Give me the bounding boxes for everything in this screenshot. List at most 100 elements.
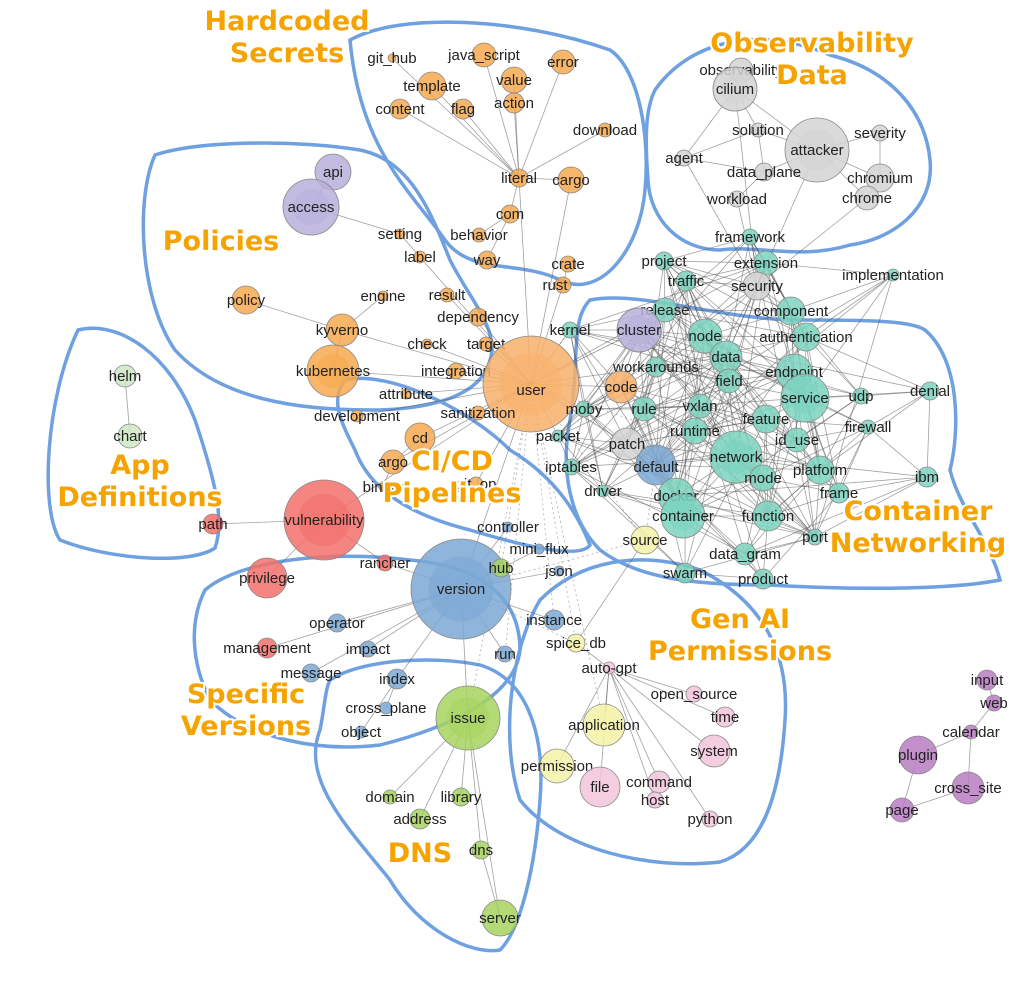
- node-implementation[interactable]: implementation: [842, 267, 944, 284]
- node-denial[interactable]: denial: [910, 381, 950, 401]
- node-template[interactable]: template: [403, 71, 461, 101]
- node-access[interactable]: access: [282, 178, 340, 236]
- node-chrome[interactable]: chrome: [842, 185, 892, 211]
- node-application[interactable]: application: [568, 703, 640, 747]
- node-action[interactable]: action: [494, 92, 534, 114]
- node-open-source[interactable]: open_source: [651, 685, 738, 703]
- node-command[interactable]: command: [626, 770, 692, 794]
- node-code[interactable]: code: [604, 370, 638, 404]
- node-result[interactable]: result: [429, 287, 467, 304]
- node-ibm[interactable]: ibm: [915, 466, 939, 488]
- node-target[interactable]: target: [467, 336, 506, 353]
- node-framework[interactable]: framework: [715, 228, 786, 246]
- node-swarm[interactable]: swarm: [663, 562, 707, 584]
- node-platform[interactable]: platform: [793, 455, 847, 485]
- node-way[interactable]: way: [473, 250, 501, 270]
- node-moby[interactable]: moby: [566, 400, 603, 418]
- node-container[interactable]: container: [652, 493, 714, 539]
- node-check[interactable]: check: [407, 336, 447, 353]
- node-com[interactable]: com: [496, 204, 524, 224]
- node-authentication[interactable]: authentication: [759, 322, 853, 352]
- node-python[interactable]: python: [687, 810, 733, 828]
- node-firewall[interactable]: firewall: [845, 419, 892, 436]
- node-calendar[interactable]: calendar: [942, 724, 1000, 741]
- node-rancher[interactable]: rancher: [360, 554, 411, 572]
- node-iptables[interactable]: iptables: [545, 458, 597, 476]
- node-cargo[interactable]: cargo: [552, 166, 590, 194]
- node-plugin[interactable]: plugin: [898, 735, 938, 775]
- node-literal[interactable]: literal: [501, 168, 537, 188]
- node-feature[interactable]: feature: [743, 404, 790, 434]
- node-field[interactable]: field: [715, 368, 743, 394]
- node-patch[interactable]: patch: [609, 427, 646, 461]
- node-git-op[interactable]: git_op: [456, 476, 497, 493]
- node-chromium[interactable]: chromium: [847, 163, 913, 193]
- node-engine[interactable]: engine: [360, 288, 405, 305]
- node-run[interactable]: run: [494, 645, 516, 663]
- node-api[interactable]: api: [314, 153, 352, 191]
- node-java-script[interactable]: java_script: [447, 42, 521, 68]
- node-attribute[interactable]: attribute: [379, 386, 433, 403]
- node-download[interactable]: download: [573, 122, 637, 139]
- node-index[interactable]: index: [379, 668, 415, 690]
- node-auto-gpt[interactable]: auto-gpt: [581, 660, 637, 677]
- node-source[interactable]: source: [622, 525, 668, 555]
- node-permission[interactable]: permission: [521, 748, 594, 784]
- node-development[interactable]: development: [314, 408, 401, 425]
- node-port[interactable]: port: [802, 528, 829, 546]
- node-node[interactable]: node: [687, 318, 723, 354]
- node-behavior[interactable]: behavior: [450, 227, 508, 244]
- node-traffic[interactable]: traffic: [668, 270, 705, 292]
- node-address[interactable]: address: [393, 808, 447, 830]
- node-extension[interactable]: extension: [734, 250, 798, 276]
- node-rust[interactable]: rust: [542, 276, 572, 294]
- node-setting[interactable]: setting: [378, 226, 422, 243]
- node-kyverno[interactable]: kyverno: [316, 313, 369, 347]
- node-issue[interactable]: issue: [435, 685, 501, 751]
- node-cross-plane[interactable]: cross_plane: [346, 700, 427, 717]
- node-mini-flux[interactable]: mini_flux: [509, 541, 569, 558]
- node-dependency[interactable]: dependency: [437, 307, 519, 327]
- node-content[interactable]: content: [375, 98, 425, 120]
- node-message[interactable]: message: [281, 663, 342, 683]
- node-version[interactable]: version: [410, 538, 512, 640]
- node-workload[interactable]: workload: [706, 190, 767, 208]
- node-hub[interactable]: hub: [488, 558, 514, 578]
- node-file[interactable]: file: [579, 766, 621, 808]
- node-value[interactable]: value: [496, 66, 532, 94]
- node-cd[interactable]: cd: [404, 422, 436, 454]
- node-vxlan[interactable]: vxlan: [682, 393, 718, 419]
- node-default[interactable]: default: [633, 444, 679, 486]
- node-web[interactable]: web: [979, 694, 1008, 712]
- node-data[interactable]: data: [709, 340, 743, 374]
- node-policy[interactable]: policy: [227, 285, 266, 315]
- node-data-gram[interactable]: data_gram: [709, 542, 781, 566]
- node-cilium[interactable]: cilium: [712, 66, 758, 112]
- node-spice-db[interactable]: spice_db: [546, 633, 606, 653]
- node-path[interactable]: path: [198, 513, 228, 535]
- node-host[interactable]: host: [641, 791, 670, 809]
- node-service[interactable]: service: [780, 373, 830, 423]
- node-library[interactable]: library: [441, 787, 482, 807]
- node-workarounds[interactable]: workarounds: [612, 356, 699, 378]
- node-server[interactable]: server: [479, 899, 521, 937]
- node-privilege[interactable]: privilege: [239, 557, 295, 599]
- node-management[interactable]: management: [223, 637, 312, 659]
- node-rule[interactable]: rule: [631, 396, 657, 422]
- node-product[interactable]: product: [738, 568, 789, 590]
- node-chart[interactable]: chart: [113, 423, 148, 449]
- node-udp[interactable]: udp: [848, 387, 874, 405]
- node-kernel[interactable]: kernel: [550, 321, 591, 339]
- node-data-plane[interactable]: data_plane: [727, 162, 801, 182]
- node-dns[interactable]: dns: [469, 840, 493, 860]
- node-security[interactable]: security: [731, 271, 783, 301]
- node-frame[interactable]: frame: [820, 482, 858, 504]
- node-page[interactable]: page: [885, 797, 919, 823]
- node-kubernetes[interactable]: kubernetes: [296, 344, 370, 398]
- node-integration[interactable]: integration: [421, 362, 491, 380]
- node-function[interactable]: function: [742, 500, 795, 532]
- node-controller[interactable]: controller: [477, 519, 539, 536]
- node-agent[interactable]: agent: [665, 149, 704, 167]
- node-solution[interactable]: solution: [732, 122, 784, 139]
- node-input[interactable]: input: [971, 669, 1004, 691]
